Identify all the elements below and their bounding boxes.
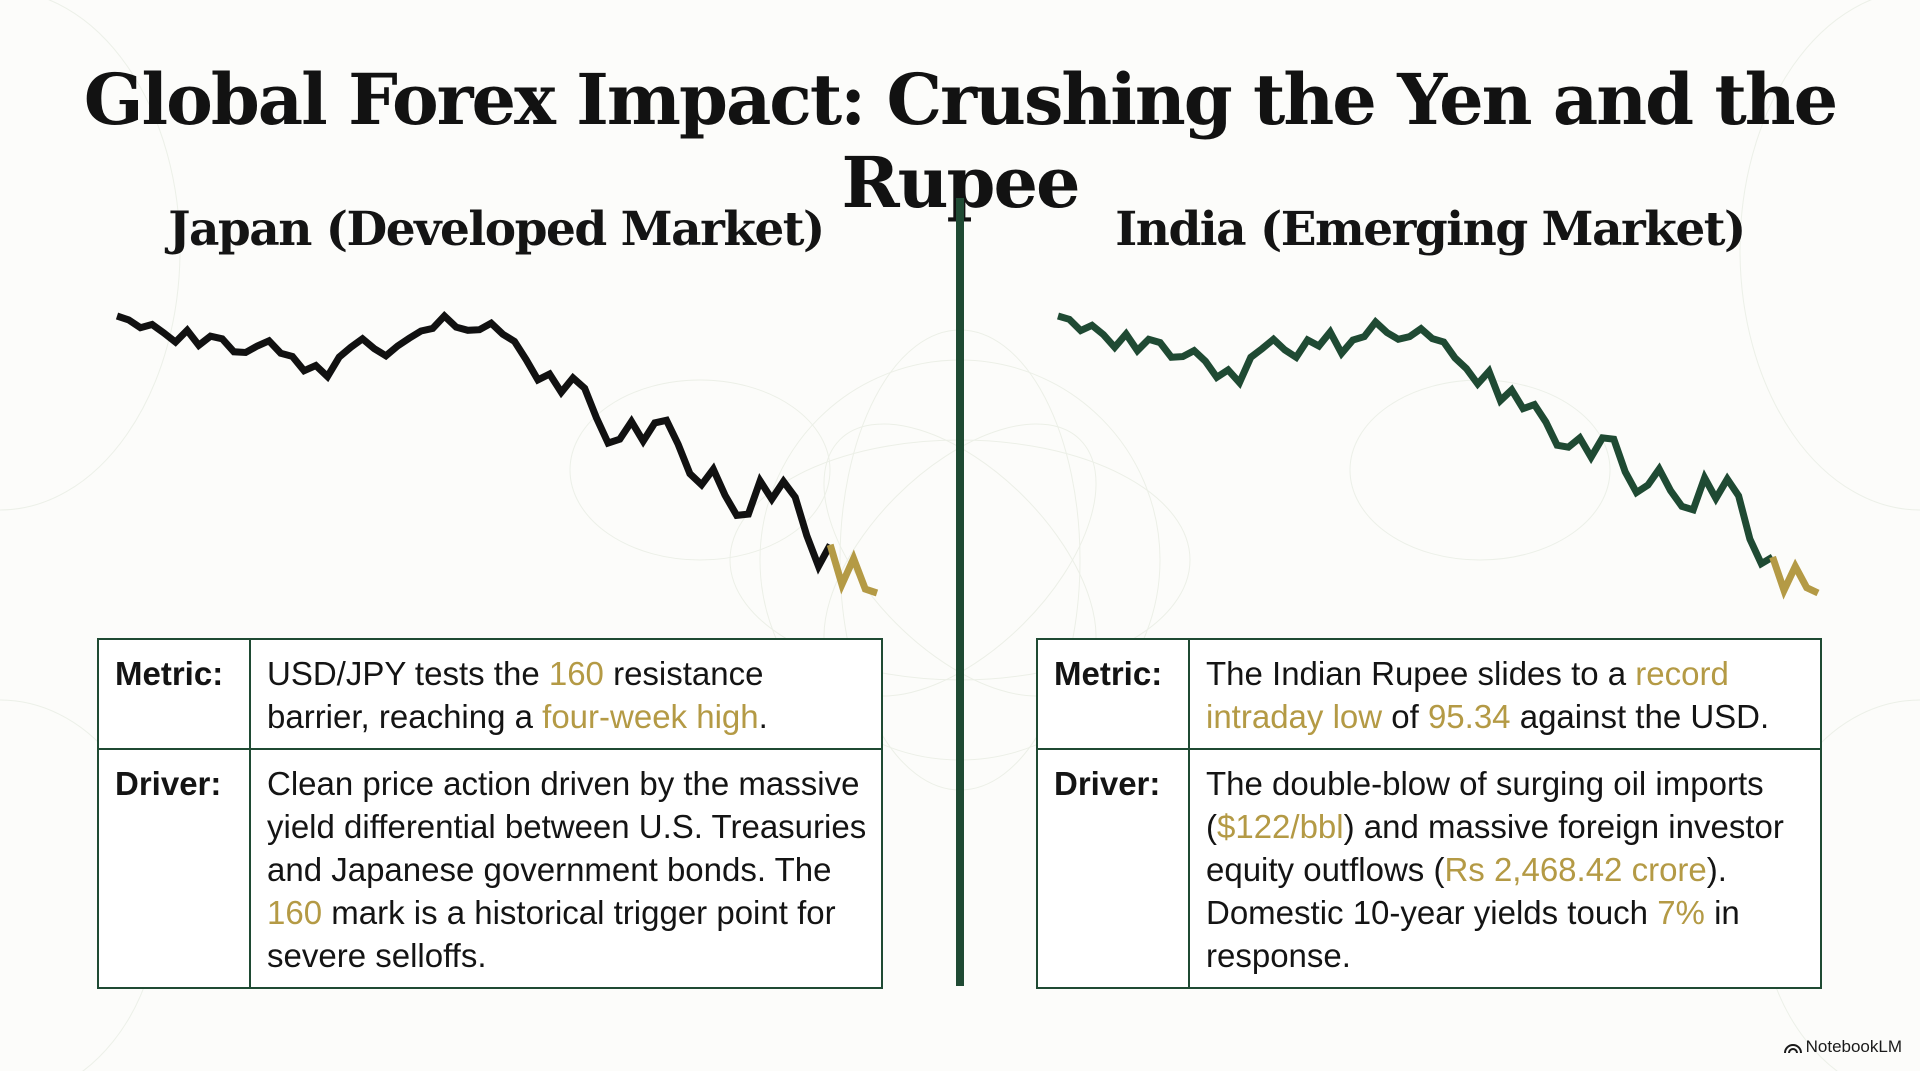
series-line-highlight: [826, 543, 879, 597]
driver-row: Driver: Clean price action driven by the…: [97, 748, 883, 989]
driver-label: Driver:: [97, 748, 251, 989]
notebooklm-brand: NotebookLM: [1783, 1037, 1902, 1057]
metric-row: Metric: The Indian Rupee slides to a rec…: [1036, 638, 1822, 750]
india-line-chart: [1057, 312, 1820, 600]
japan-info-table: Metric: USD/JPY tests the 160 resistance…: [97, 638, 883, 989]
metric-text: USD/JPY tests the 160 resistance barrier…: [249, 638, 883, 750]
driver-label: Driver:: [1036, 748, 1190, 989]
driver-row: Driver: The double-blow of surging oil i…: [1036, 748, 1822, 989]
series-line: [1057, 312, 1775, 569]
japan-panel-title: Japan (Developed Market): [168, 202, 825, 257]
japan-line-chart: [115, 311, 879, 597]
metric-text: The Indian Rupee slides to a record intr…: [1188, 638, 1822, 750]
metric-row: Metric: USD/JPY tests the 160 resistance…: [97, 638, 883, 750]
series-line-highlight: [1769, 555, 1820, 600]
page-title: Global Forex Impact: Crushing the Yen an…: [83, 58, 1838, 224]
india-info-table: Metric: The Indian Rupee slides to a rec…: [1036, 638, 1822, 989]
series-line: [115, 311, 834, 575]
india-panel-title: India (Emerging Market): [1115, 202, 1746, 257]
metric-label: Metric:: [1036, 638, 1190, 750]
notebooklm-logo-icon: [1783, 1044, 1802, 1054]
center-divider: [956, 198, 964, 986]
brand-label: NotebookLM: [1805, 1037, 1902, 1056]
driver-text: The double-blow of surging oil imports (…: [1188, 748, 1822, 989]
driver-text: Clean price action driven by the massive…: [249, 748, 883, 989]
metric-label: Metric:: [97, 638, 251, 750]
